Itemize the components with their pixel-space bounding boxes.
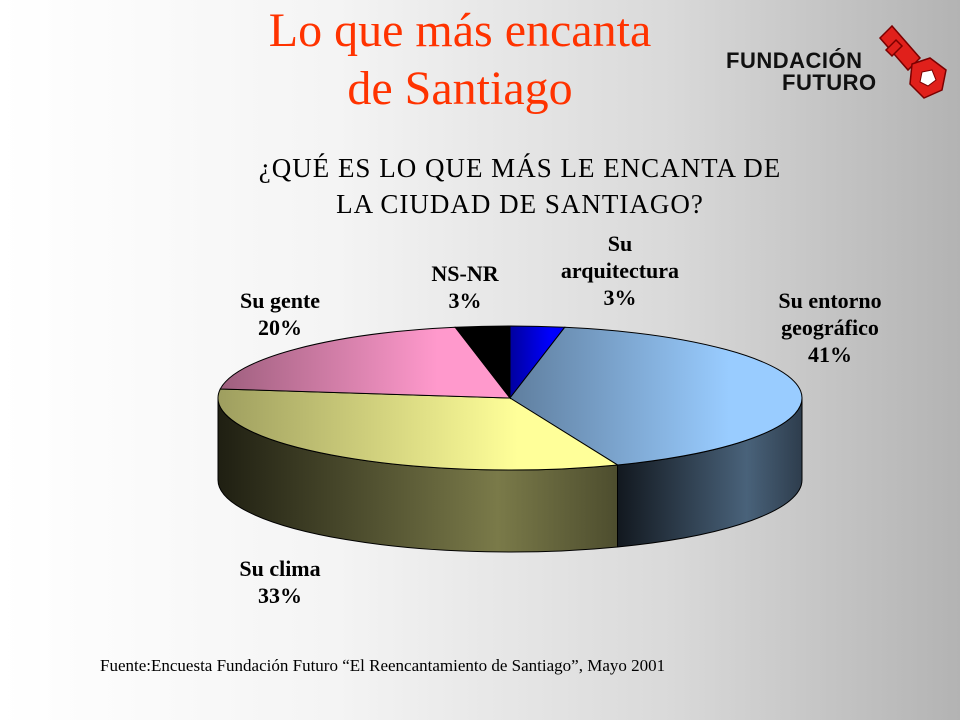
- slice-label-su-arquitectura: Su arquitectura 3%: [540, 230, 700, 311]
- slice-label-su-entorno-geografico: Su entorno geográfico 41%: [740, 287, 920, 368]
- pie-slice-su-gente: [219, 326, 512, 399]
- slice-label-line: Su: [607, 231, 633, 256]
- slice-label-line: 33%: [258, 583, 302, 608]
- source-note: Fuente:Encuesta Fundación Futuro “El Ree…: [100, 656, 666, 675]
- slice-label-line: NS-NR: [431, 261, 499, 286]
- slice-label-line: 20%: [258, 315, 302, 340]
- slice-label-su-gente: Su gente 20%: [205, 287, 355, 341]
- key-logo-icon: [878, 24, 947, 99]
- slice-label-line: Su clima: [239, 556, 321, 581]
- slice-label-line: Su gente: [239, 288, 321, 313]
- chart-title: ¿QUÉ ES LO QUE MÁS LE ENCANTA DE LA CIUD…: [210, 150, 830, 222]
- slice-label-line: geográfico: [781, 315, 879, 340]
- slice-label-line: 41%: [808, 342, 852, 367]
- pie-slice-su-clima: [217, 388, 620, 471]
- logo-text: FUNDACIÓN FUTURO: [726, 50, 877, 94]
- slice-label-line: Su entorno: [778, 288, 882, 313]
- slide-title: Lo que más encanta de Santiago: [170, 2, 750, 118]
- slide-title-line-1: Lo que más encanta: [268, 4, 652, 57]
- fundacion-futuro-logo: FUNDACIÓN FUTURO: [722, 20, 952, 105]
- slice-label-ns-nr: NS-NR 3%: [410, 260, 520, 314]
- pie-slice-su-entorno-geografico: [509, 326, 803, 466]
- logo-text-line-1: FUNDACIÓN: [726, 48, 863, 73]
- chart-title-line-1: ¿QUÉ ES LO QUE MÁS LE ENCANTA DE: [258, 153, 782, 183]
- slice-label-line: 3%: [603, 285, 637, 310]
- logo-text-line-2: FUTURO: [782, 70, 877, 95]
- chart-title-line-2: LA CIUDAD DE SANTIAGO?: [336, 189, 704, 219]
- pie-slice-ns-nr: [454, 325, 511, 400]
- slice-label-line: arquitectura: [560, 258, 680, 283]
- slide-title-line-2: de Santiago: [347, 62, 573, 115]
- slice-label-line: 3%: [448, 288, 482, 313]
- slice-label-su-clima: Su clima 33%: [205, 555, 355, 609]
